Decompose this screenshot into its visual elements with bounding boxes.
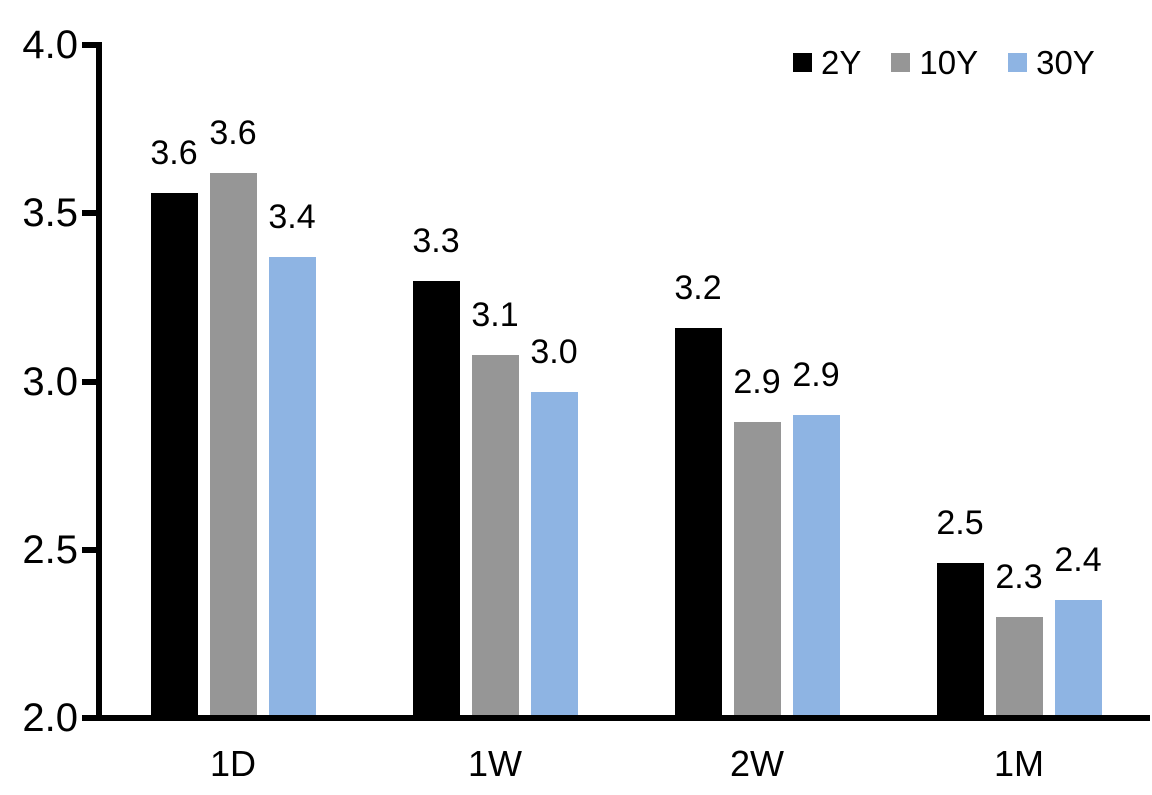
y-axis-tick: [82, 378, 96, 385]
bar-value-label: 2.5: [936, 504, 984, 543]
x-axis-category-label: 1D: [209, 743, 257, 784]
bar-10y-1m: [995, 617, 1043, 718]
y-axis-line: [96, 42, 102, 721]
legend-item-10y: 10Y: [891, 46, 978, 79]
y-axis-tick: [82, 715, 96, 721]
legend-item-30y: 30Y: [1008, 46, 1095, 79]
bar-30y-1d: [268, 256, 316, 718]
bar-value-label: 2.3: [995, 558, 1043, 597]
x-axis-line: [93, 715, 1150, 721]
bar-10y-1d: [209, 172, 257, 718]
legend-label: 30Y: [1036, 44, 1095, 81]
bar-value-label: 3.0: [530, 332, 578, 371]
legend: 2Y 10Y 30Y: [793, 46, 1095, 79]
bar-10y-1w: [471, 354, 519, 718]
bar-value-label: 3.6: [150, 134, 198, 173]
bar-value-label: 3.4: [268, 197, 316, 236]
bar-10y-2w: [733, 421, 781, 718]
x-axis-category-label: 1W: [468, 743, 522, 784]
bar-30y-1m: [1054, 600, 1102, 718]
bar-30y-1w: [530, 391, 578, 718]
bar-value-label: 3.3: [412, 221, 460, 260]
y-axis-tick: [82, 210, 96, 217]
bar-value-label: 3.6: [209, 113, 257, 152]
y-axis-tick-label: 3.0: [22, 359, 78, 404]
bar-2y-1d: [150, 193, 198, 718]
legend-swatch-icon: [793, 53, 812, 72]
bar-2y-1m: [936, 563, 984, 718]
legend-swatch-icon: [891, 53, 911, 72]
legend-swatch-icon: [1008, 53, 1028, 72]
y-axis-tick: [82, 42, 96, 48]
bar-2y-1w: [412, 280, 460, 718]
y-axis-tick-label: 2.5: [22, 527, 78, 572]
bar-30y-2w: [792, 415, 840, 718]
legend-item-2y: 2Y: [793, 46, 861, 79]
bar-value-label: 3.1: [471, 295, 519, 334]
y-axis-tick-label: 2.0: [22, 696, 78, 740]
x-axis-category-label: 1M: [993, 743, 1044, 784]
bar-value-label: 2.4: [1054, 541, 1102, 580]
legend-label: 10Y: [919, 44, 979, 81]
y-axis-tick-label: 4.0: [22, 23, 78, 67]
bar-value-label: 2.9: [733, 362, 781, 401]
bar-2y-2w: [674, 327, 722, 718]
y-axis-tick-label: 3.5: [22, 191, 78, 236]
bar-value-label: 2.9: [792, 356, 840, 395]
x-axis-category-label: 2W: [730, 743, 784, 784]
legend-label: 2Y: [821, 44, 862, 81]
bar-value-label: 3.2: [674, 268, 722, 307]
y-axis-tick: [82, 546, 96, 553]
